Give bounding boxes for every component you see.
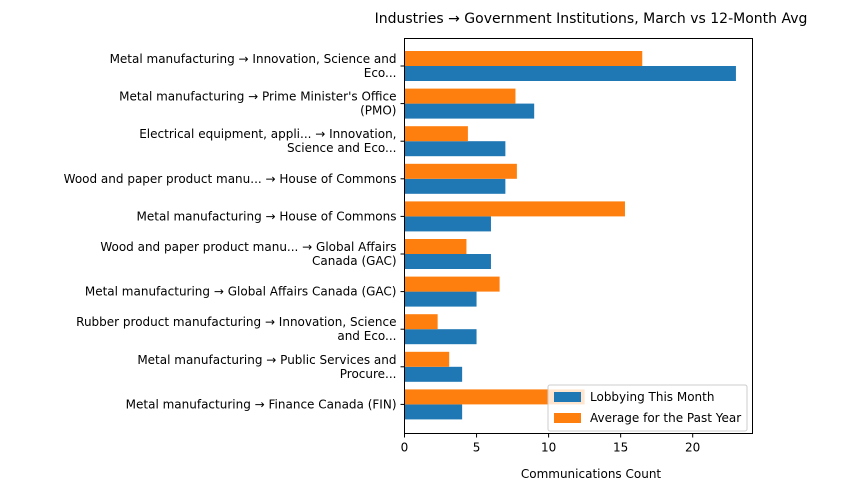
legend-box	[547, 384, 748, 432]
y-tick-label: Metal manufacturing → House of Commons	[137, 209, 397, 223]
bar-this-month	[404, 103, 535, 119]
y-tick-label-line: Metal manufacturing → Global Affairs Can…	[85, 285, 397, 299]
bar-this-month	[404, 254, 491, 269]
bar-this-month	[404, 141, 506, 157]
bar-past-year-average	[404, 163, 517, 179]
bar-this-month	[404, 66, 736, 81]
y-tick-label-line: Eco...	[364, 66, 397, 80]
bar-this-month	[404, 329, 477, 345]
legend-swatch	[554, 413, 581, 423]
y-tick-label-line: Electrical equipment, appli... → Innovat…	[139, 127, 396, 141]
y-tick-layer: Metal manufacturing → Innovation, Scienc…	[64, 52, 405, 411]
y-tick-label-line: Wood and paper product manu... → House o…	[64, 172, 397, 186]
y-tick-label: Metal manufacturing → Innovation, Scienc…	[110, 52, 397, 80]
x-tick-label: 15	[613, 441, 628, 455]
y-tick-label: Metal manufacturing → Prime Minister's O…	[119, 90, 396, 118]
legend: Lobbying This Month Average for the Past …	[547, 384, 748, 432]
legend-swatch	[554, 392, 581, 402]
bar-past-year-average	[404, 88, 516, 104]
bar-this-month	[404, 216, 491, 232]
y-tick-label: Wood and paper product manu... → Global …	[100, 240, 396, 268]
y-tick-label: Electrical equipment, appli... → Innovat…	[139, 127, 396, 155]
bar-past-year-average	[404, 389, 585, 405]
y-tick-label-line: Science and Eco...	[287, 141, 396, 155]
bar-this-month	[404, 366, 463, 382]
bar-this-month	[404, 291, 477, 307]
x-tick-label: 10	[541, 441, 556, 455]
bars-layer	[404, 51, 736, 420]
y-tick-label-line: Metal manufacturing → Finance Canada (FI…	[126, 397, 397, 411]
x-tick-label: 5	[473, 441, 481, 455]
y-tick-label-line: Rubber product manufacturing → Innovatio…	[76, 315, 396, 329]
bar-past-year-average	[404, 201, 625, 217]
chart-title: Industries → Government Institutions, Ma…	[375, 11, 808, 27]
bar-past-year-average	[404, 51, 643, 66]
y-tick-label-line: Metal manufacturing → Innovation, Scienc…	[110, 52, 397, 66]
x-axis-label: Communications Count	[521, 467, 662, 481]
x-tick-label: 20	[685, 441, 700, 455]
x-tick-layer: 0 5 10 15 20	[401, 433, 700, 455]
y-tick-label-line: Metal manufacturing → House of Commons	[137, 209, 397, 223]
legend-label: Average for the Past Year	[590, 411, 741, 425]
y-tick-label-line: and Eco...	[337, 329, 396, 343]
bar-past-year-average	[404, 351, 450, 367]
bar-past-year-average	[404, 126, 468, 142]
bar-this-month	[404, 404, 463, 420]
bar-this-month	[404, 178, 506, 194]
bar-past-year-average	[404, 239, 467, 254]
bar-past-year-average	[404, 314, 438, 330]
x-tick-label: 0	[401, 441, 409, 455]
y-tick-label: Metal manufacturing → Global Affairs Can…	[85, 285, 397, 299]
y-tick-label-line: Metal manufacturing → Public Services an…	[137, 353, 396, 367]
y-tick-label-line: (PMO)	[360, 104, 396, 118]
y-tick-label-line: Metal manufacturing → Prime Minister's O…	[119, 90, 396, 104]
y-tick-label-line: Procure...	[340, 367, 397, 381]
y-tick-label: Rubber product manufacturing → Innovatio…	[76, 315, 396, 343]
y-tick-label: Wood and paper product manu... → House o…	[64, 172, 397, 186]
plot-frame	[404, 38, 753, 434]
bar-past-year-average	[404, 276, 500, 292]
y-tick-label: Metal manufacturing → Finance Canada (FI…	[126, 397, 397, 411]
y-tick-label-line: Canada (GAC)	[312, 254, 397, 268]
legend-label: Lobbying This Month	[590, 390, 714, 404]
y-tick-label: Metal manufacturing → Public Services an…	[137, 353, 396, 381]
y-tick-label-line: Wood and paper product manu... → Global …	[100, 240, 396, 254]
